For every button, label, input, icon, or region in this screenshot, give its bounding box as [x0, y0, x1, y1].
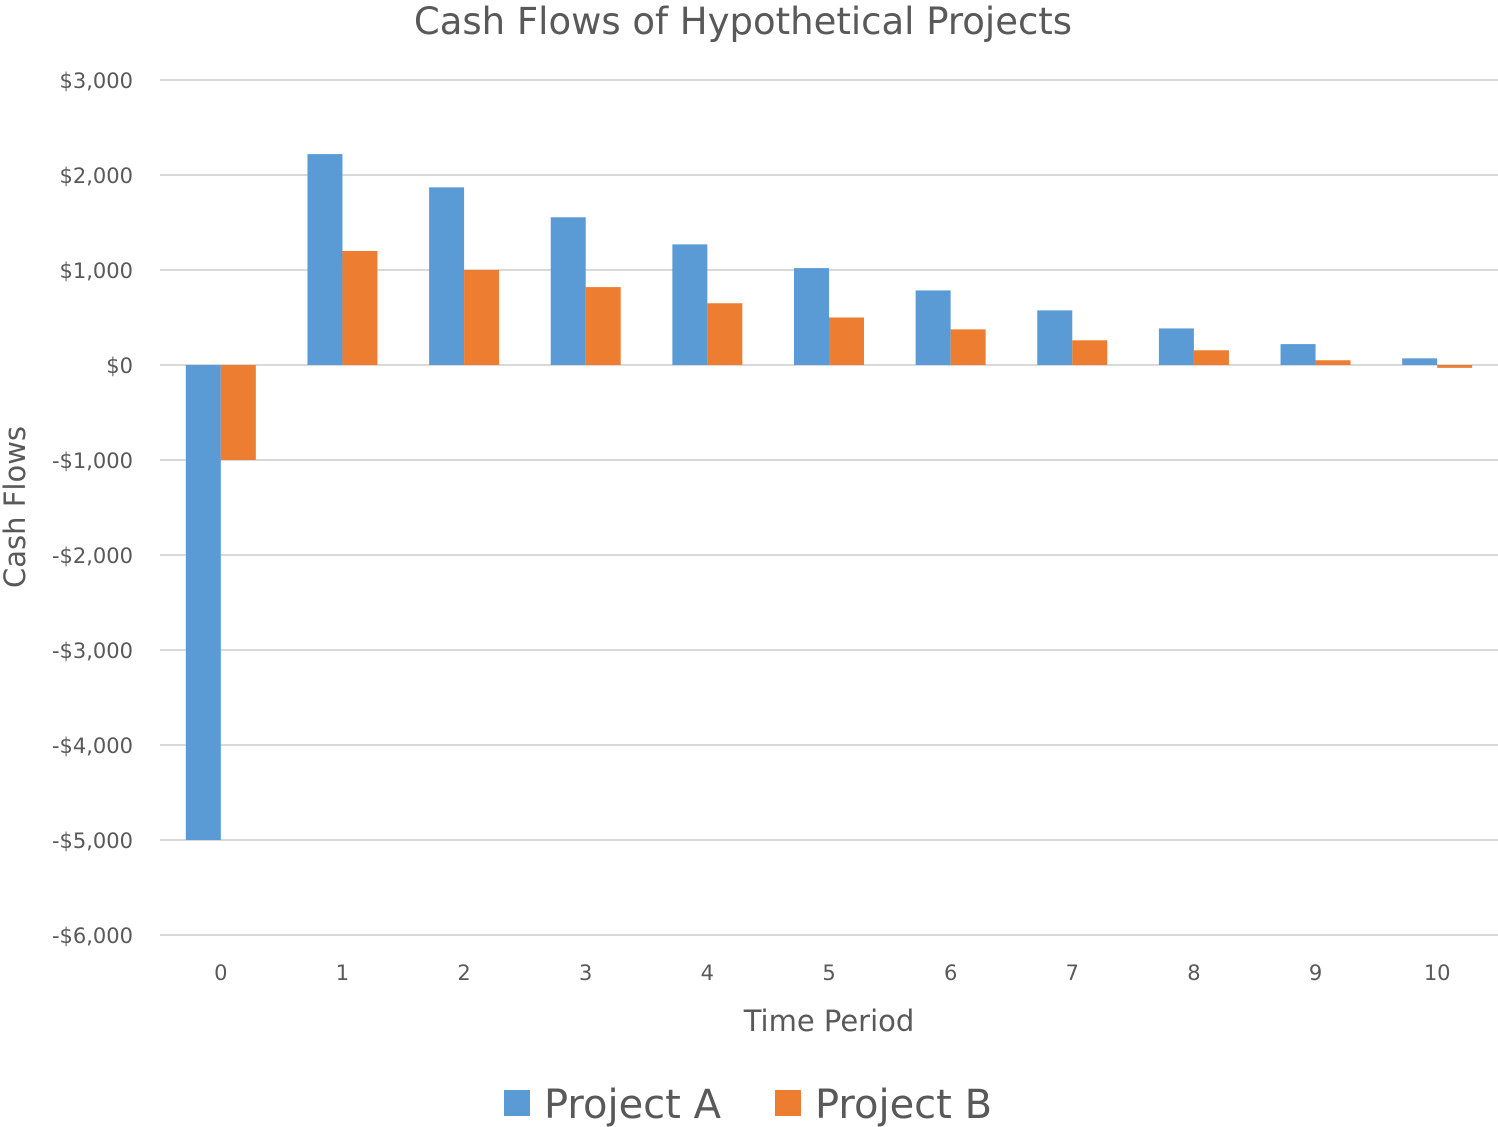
legend-label: Project B	[815, 1082, 992, 1127]
bar-project-b-period-8	[1193, 350, 1229, 365]
bar-project-a-period-10	[1402, 358, 1438, 365]
y-tick-label: $3,000	[60, 69, 133, 93]
bar-project-a-period-7	[1037, 310, 1073, 365]
y-tick-label: -$2,000	[52, 544, 133, 568]
bar-project-b-period-3	[585, 287, 621, 365]
bar-project-a-period-0	[185, 365, 221, 840]
x-tick-label: 0	[214, 961, 227, 985]
bar-project-b-period-6	[950, 329, 986, 365]
legend: Project A Project B	[504, 1082, 992, 1127]
legend-label: Project A	[544, 1082, 722, 1127]
bar-project-b-period-1	[342, 251, 378, 365]
y-tick-label: $0	[106, 354, 133, 378]
x-tick-label: 3	[579, 961, 592, 985]
bar-project-a-period-5	[794, 268, 829, 365]
bar-project-a-period-9	[1280, 344, 1316, 365]
y-tick-label: -$1,000	[52, 449, 133, 473]
x-tick-label: 8	[1187, 961, 1200, 985]
bar-project-a-period-3	[550, 217, 586, 365]
bar-project-b-period-4	[707, 303, 743, 365]
bar-project-b-period-2	[464, 270, 500, 365]
x-tick-label: 6	[944, 961, 957, 985]
x-tick-label: 5	[822, 961, 835, 985]
bar-project-a-period-1	[307, 154, 343, 365]
bar-project-b-period-10	[1437, 365, 1473, 368]
x-tick-label: 7	[1066, 961, 1079, 985]
bar-project-a-period-6	[915, 290, 951, 365]
y-tick-label: $1,000	[60, 259, 133, 283]
x-tick-label: 4	[701, 961, 714, 985]
x-tick-label: 2	[457, 961, 470, 985]
y-tick-label: -$4,000	[52, 734, 133, 758]
x-axis-ticks: 0 1 2 3 4 5 6 7 8 9 10	[214, 961, 1450, 985]
bar-project-b-period-5	[829, 317, 864, 365]
bar-project-a-period-8	[1158, 328, 1194, 365]
bar-project-a-period-2	[429, 187, 465, 365]
bar-project-b-period-7	[1072, 340, 1108, 365]
y-tick-label: -$6,000	[52, 924, 133, 948]
bar-project-b-period-0	[220, 365, 256, 460]
x-tick-label: 9	[1309, 961, 1322, 985]
y-axis-title: Cash Flows	[0, 426, 32, 588]
x-tick-label: 1	[336, 961, 349, 985]
legend-swatch	[775, 1090, 801, 1116]
bars	[185, 154, 1473, 840]
bar-project-a-period-4	[672, 244, 708, 365]
gridlines	[160, 79, 1498, 936]
bar-project-b-period-9	[1315, 360, 1351, 365]
y-axis-ticks: $3,000 $2,000 $1,000 $0 -$1,000 -$2,000 -$3,00…	[52, 69, 133, 948]
legend-swatch	[504, 1090, 530, 1116]
x-tick-label: 10	[1424, 961, 1451, 985]
y-tick-label: -$5,000	[52, 829, 133, 853]
chart-title: Cash Flows of Hypothetical Projects	[414, 0, 1072, 43]
y-tick-label: -$3,000	[52, 639, 133, 663]
x-axis-title: Time Period	[743, 1004, 915, 1038]
y-tick-label: $2,000	[60, 164, 133, 188]
